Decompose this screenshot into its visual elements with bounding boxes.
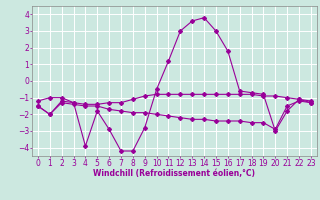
X-axis label: Windchill (Refroidissement éolien,°C): Windchill (Refroidissement éolien,°C): [93, 169, 255, 178]
